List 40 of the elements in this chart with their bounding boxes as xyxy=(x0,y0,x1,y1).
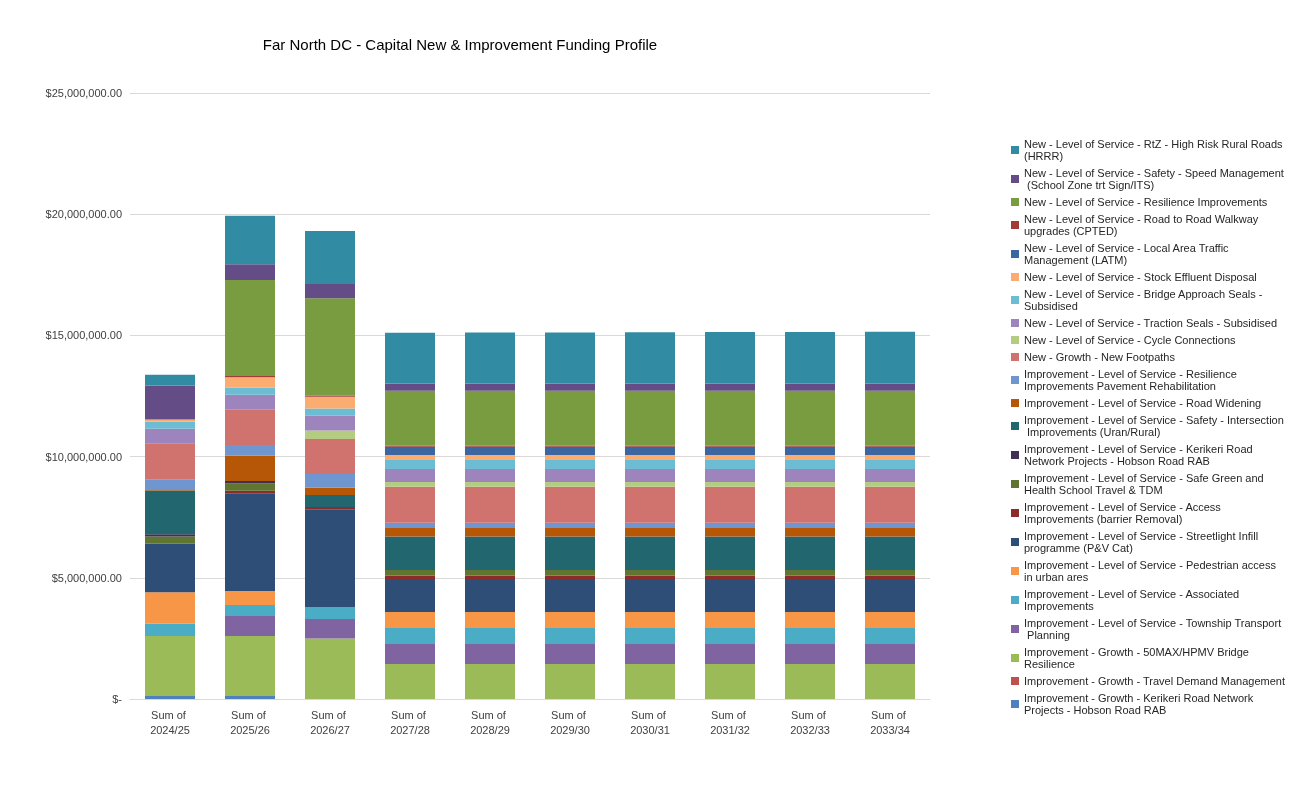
legend-label: Improvement - Level of Service - Safe Green and Health School Travel & TDM xyxy=(1024,472,1267,496)
legend-label: Improvement - Level of Service - Township Transport Planning xyxy=(1024,617,1282,641)
x-tick-label: Sum of 2031/32 xyxy=(710,708,750,736)
x-tick-label: Sum of 2026/27 xyxy=(310,708,350,736)
legend-label: Improvement - Growth - Kerikeri Road Network Projects - Hobson Road RAB xyxy=(1024,692,1257,716)
x-tick-label: Sum of 2032/33 xyxy=(790,708,830,736)
y-tick-label: $10,000,000.00 xyxy=(45,450,122,463)
legend-label: Improvement - Level of Service - Kerikeri Road Network Projects - Hobson Road RAB xyxy=(1024,443,1256,467)
legend-label: New - Level of Service - Local Area Traffic Management (LATM) xyxy=(1024,242,1232,266)
x-tick-label: Sum of 2029/30 xyxy=(550,708,590,736)
legend-label: Improvement - Level of Service - Safety - Intersection Improvements (Uran/Rural) xyxy=(1024,414,1284,438)
y-tick-label: $5,000,000.00 xyxy=(51,571,122,584)
legend-label: Improvement - Growth - Travel Demand Management xyxy=(1024,675,1286,687)
x-tick-label: Sum of 2027/28 xyxy=(390,708,430,736)
legend-label: Improvement - Level of Service - Streetlight Infill programme (P&V Cat) xyxy=(1024,530,1262,554)
legend-label: New - Level of Service - Cycle Connections xyxy=(1024,334,1237,346)
legend-label: Improvement - Level of Service - Road Widening xyxy=(1024,397,1262,409)
y-tick-label: $20,000,000.00 xyxy=(45,208,122,221)
x-tick-label: Sum of 2030/31 xyxy=(630,708,670,736)
x-tick-label: Sum of 2025/26 xyxy=(230,708,270,736)
legend-label: New - Level of Service - RtZ - High Risk Rural Roads (HRRR) xyxy=(1024,138,1286,162)
y-tick-label: $15,000,000.00 xyxy=(45,329,122,342)
x-tick-label: Sum of 2028/29 xyxy=(470,708,510,736)
legend-label: Improvement - Level of Service - Access Improvements (barrier Removal) xyxy=(1024,501,1224,525)
legend-label: New - Level of Service - Safety - Speed Management (School Zone trt Sign/ITS) xyxy=(1024,167,1284,191)
legend-label: Improvement - Level of Service - Associated Improvements xyxy=(1024,588,1243,612)
legend-label: New - Level of Service - Road to Road Walkway upgrades (CPTED) xyxy=(1024,213,1262,237)
legend-label: New - Level of Service - Resilience Improvements xyxy=(1024,196,1268,208)
legend-label: New - Level of Service - Traction Seals - Subsidised xyxy=(1024,317,1278,329)
legend-label: Improvement - Level of Service - Resilience Improvements Pavement Rehabilitation xyxy=(1024,368,1240,392)
x-tick-label: Sum of 2024/25 xyxy=(150,708,190,736)
legend-label: New - Growth - New Footpaths xyxy=(1024,351,1176,363)
chart-title: Far North DC - Capital New & Improvement Funding Profile xyxy=(262,36,658,53)
legend-label: New - Level of Service - Stock Effluent Disposal xyxy=(1024,271,1257,283)
y-tick-label: $25,000,000.00 xyxy=(45,87,122,99)
y-tick-label: $- xyxy=(112,693,123,705)
legend-label: Improvement - Level of Service - Pedestrian access in urban ares xyxy=(1024,559,1279,583)
legend-label: Improvement - Growth - 50MAX/HPMV Bridge Resilience xyxy=(1024,646,1253,670)
x-tick-label: Sum of 2033/34 xyxy=(870,708,910,736)
legend-label: New - Level of Service - Bridge Approach Seals - Subsidised xyxy=(1024,288,1266,312)
